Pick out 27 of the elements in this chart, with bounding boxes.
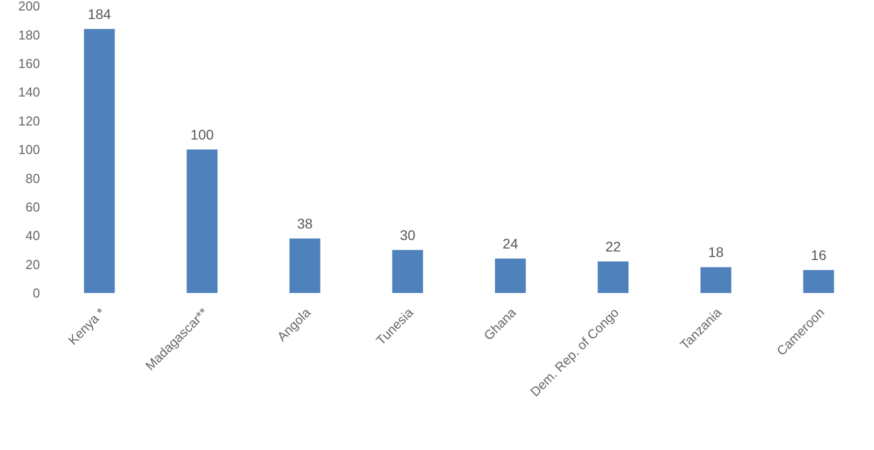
bar	[186, 150, 218, 293]
y-tick-label: 60	[26, 199, 40, 214]
data-label: 22	[605, 238, 622, 254]
y-tick-label: 40	[26, 228, 40, 244]
data-label: 184	[88, 6, 112, 22]
bar	[494, 258, 526, 293]
data-label: 100	[190, 126, 214, 142]
data-label: 38	[297, 215, 313, 232]
bar	[803, 270, 834, 293]
y-tick-label: 20	[26, 256, 40, 272]
bar	[392, 250, 424, 293]
y-tick-label: 100	[18, 142, 40, 158]
bar	[289, 238, 320, 293]
bar	[700, 267, 732, 293]
y-tick-label: 80	[26, 170, 40, 186]
data-label: 24	[502, 236, 518, 252]
y-tick-label: 180	[18, 27, 40, 42]
y-tick-label: 140	[18, 84, 40, 100]
data-label: 16	[810, 247, 827, 264]
y-tick-label: 0	[32, 286, 40, 301]
data-label: 18	[708, 244, 724, 260]
data-label: 30	[400, 226, 416, 243]
y-tick-label: 160	[18, 56, 40, 71]
y-tick-label: 120	[18, 113, 40, 128]
bar	[598, 261, 629, 293]
bar	[84, 28, 115, 293]
y-tick-label: 200	[18, 0, 40, 14]
